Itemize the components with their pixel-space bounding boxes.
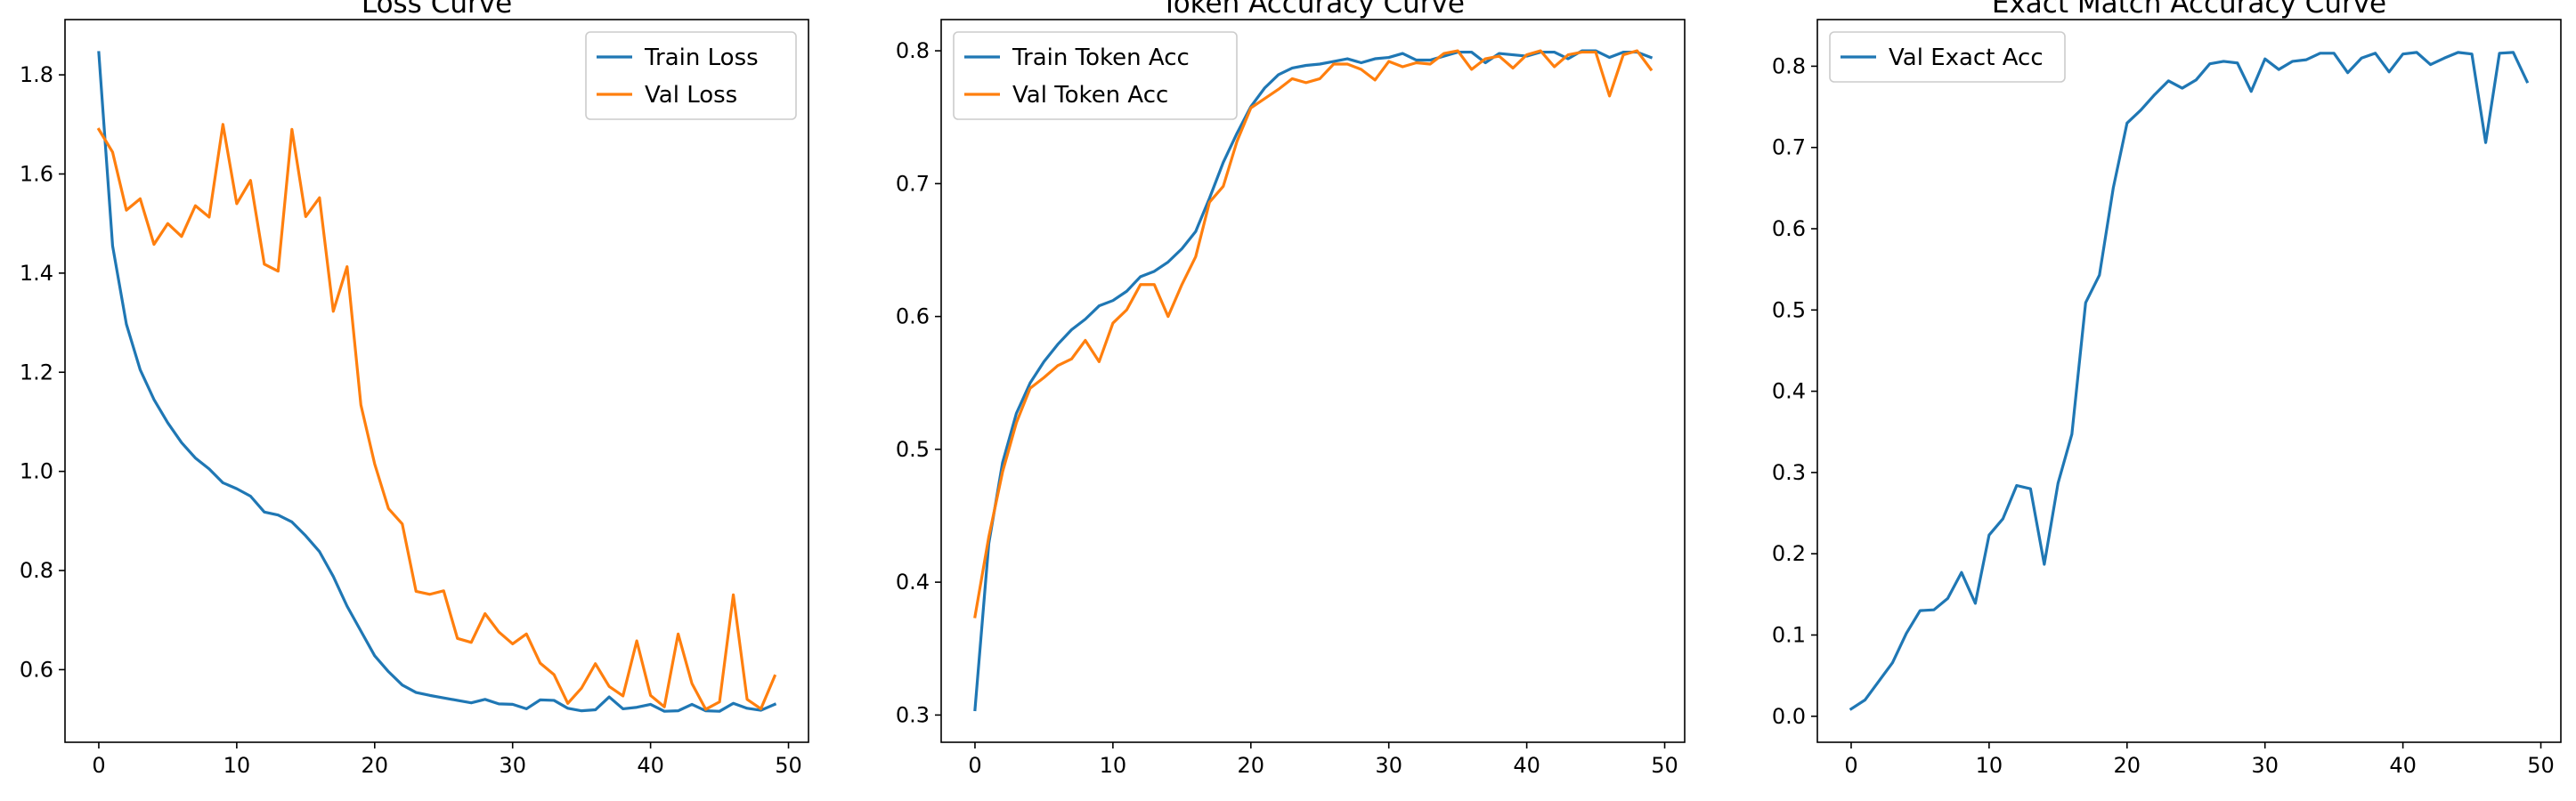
legend-label: Val Loss	[645, 82, 737, 109]
x-tick-label: 0	[1844, 753, 1857, 778]
legend-box	[953, 31, 1238, 120]
legend-label: Val Exact Acc	[1889, 44, 2044, 71]
legend: Train Loss Val Loss	[585, 31, 797, 120]
y-tick-label: 0.7	[896, 171, 930, 196]
legend-label: Val Token Acc	[1012, 82, 1168, 109]
chart-title: Token Accuracy Curve	[1160, 0, 1465, 20]
x-tick-label: 10	[223, 753, 251, 778]
x-tick-label: 40	[637, 753, 664, 778]
x-tick-label: 50	[1651, 753, 1678, 778]
y-tick-label: 0.6	[20, 657, 53, 682]
y-tick-label: 0.6	[896, 304, 930, 329]
y-tick-label: 0.5	[896, 437, 930, 462]
y-tick-label: 0.8	[896, 38, 930, 63]
series-line-val-loss	[96, 123, 777, 711]
y-tick-label: 0.3	[1772, 460, 1806, 485]
y-tick-label: 0.5	[1772, 297, 1806, 322]
x-tick-label: 20	[1238, 753, 1265, 778]
y-tick-label: 1.6	[20, 161, 53, 186]
legend-box	[1829, 31, 2066, 83]
y-tick-label: 0.7	[1772, 135, 1806, 160]
x-tick-label: 30	[1375, 753, 1402, 778]
chart-panel-2: Token Accuracy Curve 0 10 20 30 40 50 0.3 0.4 0.5…	[896, 0, 1686, 778]
x-tick-label: 20	[2114, 753, 2141, 778]
y-tick-label: 1.4	[20, 261, 53, 286]
chart-panel-1: Loss Curve 0 10 20 30 40 50 0.6 0.8 1.0 1.2 1.4 1.6 1…	[20, 0, 809, 778]
x-tick-label: 30	[2251, 753, 2279, 778]
series-line-train-loss	[97, 51, 777, 713]
x-tick-label: 10	[1976, 753, 2003, 778]
y-tick-label: 0.8	[1772, 53, 1806, 78]
plot-frame	[64, 19, 809, 743]
y-tick-label: 1.0	[20, 459, 53, 484]
y-tick-label: 0.8	[20, 558, 53, 583]
y-tick-label: 0.0	[1772, 704, 1806, 729]
x-tick-label: 30	[499, 753, 526, 778]
x-tick-label: 50	[775, 753, 802, 778]
x-tick-label: 50	[2527, 753, 2555, 778]
series-line-val-token-acc	[973, 49, 1654, 619]
plot-frame	[1816, 19, 2562, 743]
y-tick-label: 0.6	[1772, 216, 1806, 241]
legend-box	[585, 31, 797, 120]
y-tick-label: 0.4	[896, 570, 930, 595]
chart-title: Exact Match Accuracy Curve	[1992, 0, 2386, 20]
plot-frame	[940, 19, 1686, 743]
y-tick-label: 0.2	[1772, 541, 1806, 566]
x-tick-label: 10	[1100, 753, 1127, 778]
legend-label: Train Loss	[644, 44, 759, 71]
x-tick-label: 40	[1513, 753, 1540, 778]
x-tick-label: 0	[92, 753, 105, 778]
y-tick-label: 1.8	[20, 62, 53, 87]
y-tick-label: 0.4	[1772, 379, 1806, 404]
chart-panel-3: Exact Match Accuracy Curve 0 10 20 30 40 50 0.0…	[1772, 0, 2562, 778]
legend: Train Token Acc Val Token Acc	[953, 31, 1238, 120]
y-tick-label: 0.3	[896, 702, 930, 727]
y-tick-label: 1.2	[20, 360, 53, 384]
x-tick-label: 20	[362, 753, 389, 778]
x-tick-label: 0	[968, 753, 981, 778]
series-line-val-exact-acc	[1849, 51, 2530, 711]
x-tick-label: 40	[2389, 753, 2417, 778]
y-tick-label: 0.1	[1772, 622, 1806, 647]
legend-label: Train Token Acc	[1012, 44, 1190, 71]
chart-title: Loss Curve	[362, 0, 512, 20]
legend: Val Exact Acc	[1829, 31, 2066, 83]
